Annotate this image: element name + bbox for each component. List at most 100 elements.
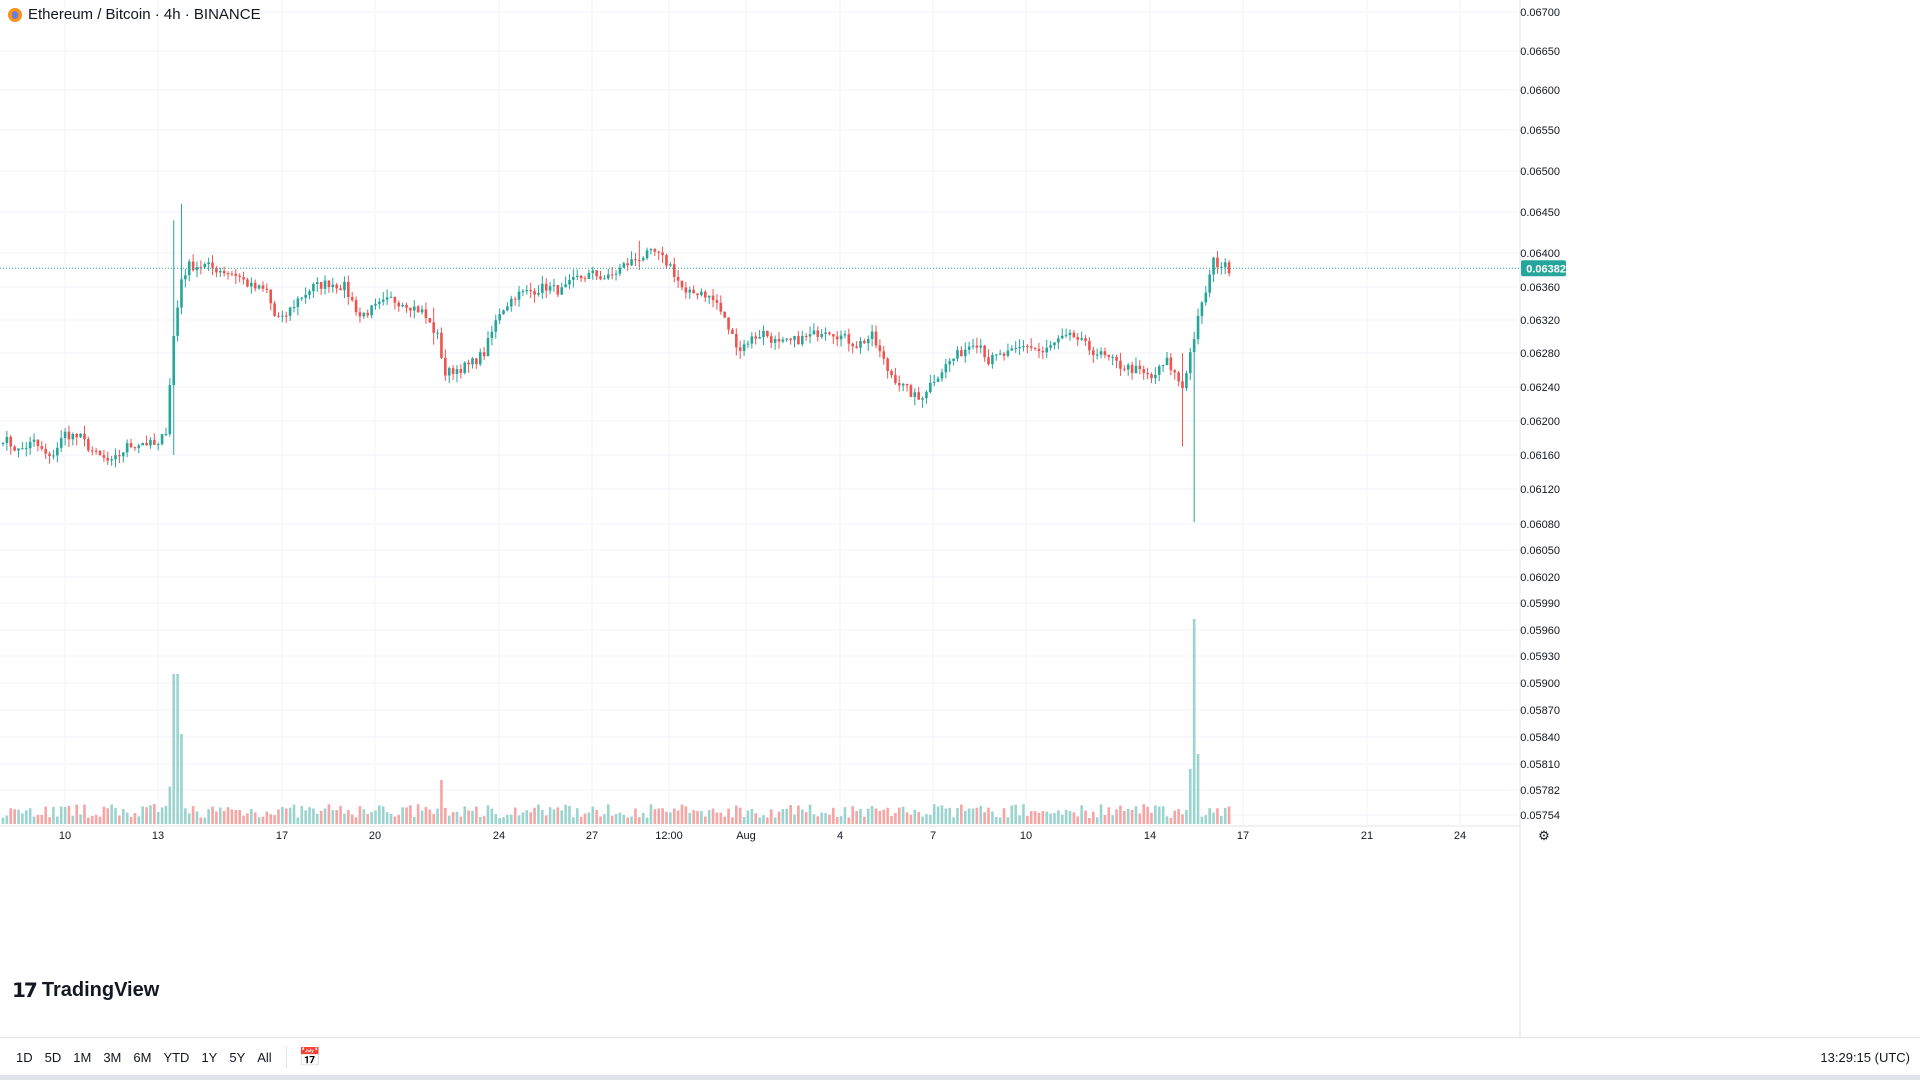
- range-6m-button[interactable]: 6M: [133, 1049, 152, 1065]
- candle-body: [455, 369, 459, 374]
- price-tick-label: 0.05990: [1520, 598, 1560, 610]
- volume-bar: [1115, 809, 1118, 824]
- candle-body: [17, 448, 20, 451]
- range-3m-button[interactable]: 3M: [103, 1049, 122, 1065]
- range-1y-button[interactable]: 1Y: [201, 1049, 218, 1065]
- volume-bar: [1123, 811, 1126, 824]
- candle-body: [98, 450, 102, 456]
- range-5d-button[interactable]: 5D: [44, 1049, 62, 1065]
- candle-body: [901, 383, 905, 386]
- candle-body: [1192, 339, 1196, 353]
- volume-bar: [335, 810, 338, 824]
- horizontal-scrollbar[interactable]: [0, 1075, 1920, 1080]
- volume-bar: [257, 817, 261, 824]
- range-5y-button[interactable]: 5Y: [229, 1049, 246, 1065]
- volume-bar: [156, 812, 160, 824]
- volume-bar: [781, 809, 785, 824]
- candle-body: [502, 310, 505, 315]
- volume-bar: [1126, 809, 1130, 824]
- volume-bar: [234, 810, 238, 824]
- candle-body: [296, 298, 300, 307]
- volume-bar: [738, 807, 742, 824]
- candle-body: [994, 354, 998, 356]
- candle-body: [816, 330, 820, 337]
- volume-bar: [133, 813, 137, 824]
- candle-body: [1037, 348, 1041, 351]
- candle-body: [71, 433, 75, 440]
- candle-body: [583, 278, 587, 280]
- volume-bar: [556, 807, 560, 824]
- candle-body: [645, 250, 649, 259]
- volume-bar: [1169, 817, 1173, 824]
- volume-bar: [680, 804, 684, 824]
- volume-bar: [820, 812, 823, 824]
- candle-body: [727, 317, 730, 330]
- volume-bar: [482, 816, 486, 824]
- volume-bar: [362, 809, 366, 824]
- candle-body: [894, 375, 897, 383]
- candle-body: [273, 303, 276, 316]
- candle-body: [451, 368, 455, 374]
- price-chart[interactable]: 0.06382 0.067000.066500.066000.065500.06…: [0, 0, 1920, 1037]
- volume-bar: [855, 810, 858, 824]
- symbol-legend[interactable]: Ethereum / Bitcoin · 4h · BINANCE: [8, 6, 261, 23]
- volume-bar: [1157, 806, 1161, 824]
- candle-body: [1107, 355, 1111, 357]
- candle-body: [1099, 351, 1103, 355]
- candle-body: [498, 314, 501, 321]
- volume-bar: [762, 815, 765, 824]
- tradingview-logo[interactable]: 𝟭𝟳 TradingView: [12, 978, 159, 1003]
- volume-bar: [315, 813, 319, 824]
- candle-body: [548, 286, 552, 291]
- volume-bar: [979, 805, 983, 824]
- candle-body: [440, 332, 443, 358]
- candle-body: [304, 294, 307, 298]
- time-axis[interactable]: 10 13 17 20 24 27 12:00 Aug 4 7 10 14 17 21 24 ⚙: [0, 825, 1550, 843]
- candle-body: [672, 264, 676, 277]
- volume-bar: [451, 812, 455, 824]
- price-tick-label: 0.05840: [1520, 732, 1560, 744]
- volume-bar: [405, 807, 408, 824]
- candle-body: [847, 334, 851, 344]
- volume-bar: [246, 813, 249, 824]
- volume-bar: [572, 817, 575, 824]
- candle-body: [432, 322, 435, 333]
- candle-body: [521, 291, 525, 293]
- range-ytd-button[interactable]: YTD: [163, 1049, 190, 1065]
- volume-bar: [804, 812, 808, 824]
- volume-bar: [618, 812, 622, 824]
- volume-bar: [987, 807, 990, 824]
- settings-gear-icon[interactable]: ⚙: [1538, 828, 1550, 843]
- candle-body: [1010, 348, 1014, 351]
- range-1m-button[interactable]: 1M: [73, 1049, 92, 1065]
- legend-text: Ethereum / Bitcoin · 4h · BINANCE: [28, 6, 261, 23]
- time-tick-label: 12:00: [655, 830, 683, 842]
- candle-body: [921, 398, 924, 400]
- volume-bar: [1111, 815, 1114, 824]
- volume-bar: [936, 806, 940, 824]
- range-all-button[interactable]: All: [257, 1049, 272, 1065]
- candle-body: [975, 345, 979, 348]
- price-axis[interactable]: 0.06700 0.06650 0.06600 0.06550 0.06500 0.064…: [1519, 0, 1560, 1037]
- volume-bar: [1014, 804, 1017, 824]
- candle-body: [820, 333, 823, 337]
- candle-body: [1165, 357, 1169, 366]
- candle-body: [1033, 347, 1037, 349]
- range-1d-button[interactable]: 1D: [16, 1049, 33, 1065]
- candle-body: [308, 291, 311, 295]
- volume-bar: [199, 817, 203, 824]
- candle-body: [1080, 338, 1083, 340]
- volume-bar: [785, 808, 789, 824]
- candle-body: [24, 448, 28, 450]
- volume-bar: [812, 814, 816, 824]
- volume-bar: [610, 815, 614, 824]
- volume-bar: [537, 804, 540, 824]
- time-tick-label: 14: [1144, 830, 1156, 842]
- candle-body: [1018, 347, 1021, 349]
- volume-bar: [1154, 805, 1157, 824]
- volume-bar: [52, 806, 55, 824]
- utc-clock[interactable]: 13:29:15 (UTC): [1820, 1049, 1910, 1065]
- volume-bars: [1, 619, 1231, 824]
- calendar-icon[interactable]: 📅: [298, 1046, 322, 1067]
- volume-bar: [17, 809, 20, 824]
